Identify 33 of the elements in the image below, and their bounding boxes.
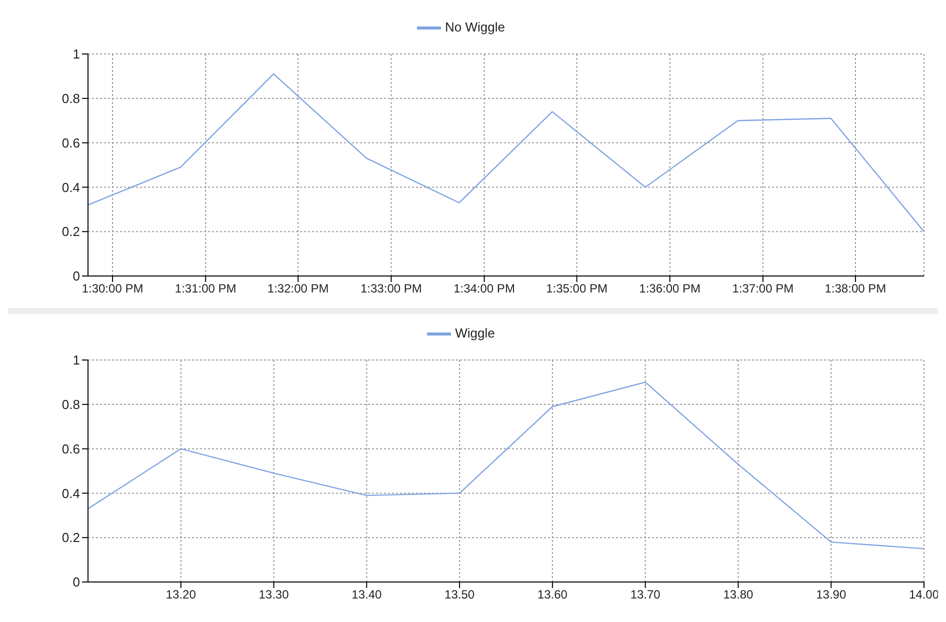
legend-label: Wiggle xyxy=(455,325,495,340)
x-tick-label: 1:35:00 PM xyxy=(546,282,608,296)
y-tick-label: 0.2 xyxy=(62,530,80,546)
x-tick-label: 1:36:00 PM xyxy=(639,282,701,296)
y-tick-label: 1 xyxy=(72,352,80,368)
y-tick-label: 0.8 xyxy=(62,91,80,106)
x-tick-label: 1:31:00 PM xyxy=(174,282,236,296)
x-tick-label: 13.90 xyxy=(816,588,846,602)
x-tick-label: 1:30:00 PM xyxy=(82,282,144,296)
x-tick-label: 1:34:00 PM xyxy=(454,282,515,296)
y-tick-label: 0.8 xyxy=(62,397,80,412)
legend-label: No Wiggle xyxy=(445,19,505,34)
x-tick-label: 13.50 xyxy=(444,588,475,602)
x-tick-label: 1:33:00 PM xyxy=(360,282,422,296)
x-tick-label: 1:32:00 PM xyxy=(267,282,329,296)
x-tick-label: 13.20 xyxy=(166,588,196,602)
x-tick-label: 1:38:00 PM xyxy=(824,282,886,296)
y-tick-label: 0 xyxy=(72,574,80,590)
line-series xyxy=(88,382,924,550)
y-tick-label: 0.6 xyxy=(62,441,80,456)
x-tick-label: 13.70 xyxy=(630,588,661,602)
y-tick-label: 0 xyxy=(72,268,80,284)
y-tick-label: 0.4 xyxy=(62,180,80,195)
x-tick-label: 1:37:00 PM xyxy=(732,282,794,296)
x-tick-label: 13.80 xyxy=(723,588,754,602)
y-tick-label: 0.4 xyxy=(62,486,80,501)
x-tick-label: 13.60 xyxy=(537,588,568,602)
line-series xyxy=(88,73,924,232)
y-tick-label: 1 xyxy=(72,46,80,62)
y-tick-label: 0.2 xyxy=(62,224,80,240)
x-tick-label: 13.40 xyxy=(352,588,382,602)
y-tick-label: 0.6 xyxy=(62,135,80,150)
x-tick-label: 13.30 xyxy=(258,588,290,602)
